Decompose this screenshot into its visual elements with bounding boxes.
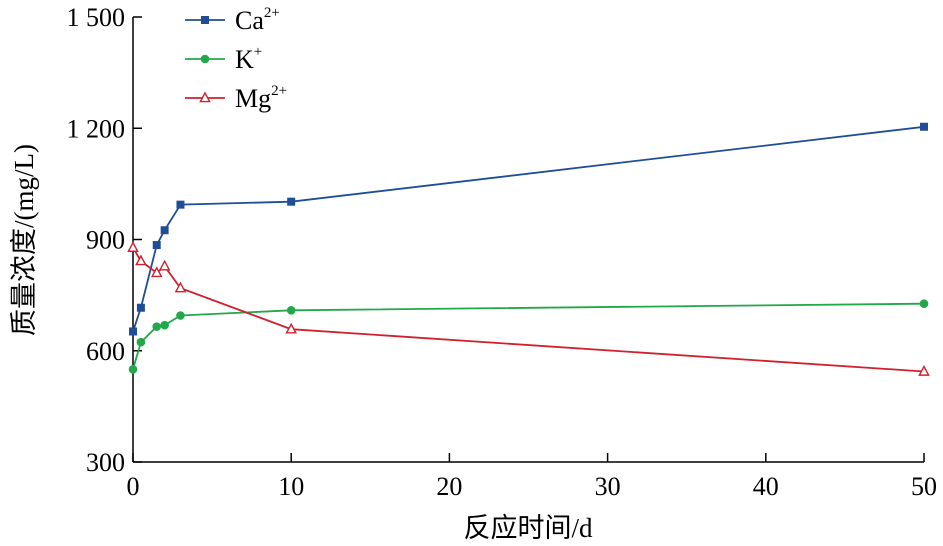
x-tick-label: 40 bbox=[753, 472, 779, 501]
x-tick-label: 50 bbox=[911, 472, 937, 501]
legend: Ca2+ K+ Mg2+ bbox=[185, 5, 287, 113]
y-tick-label: 1 200 bbox=[67, 114, 126, 143]
x-tick-label: 0 bbox=[127, 472, 140, 501]
data-point-ca bbox=[160, 226, 169, 235]
data-point-ca bbox=[152, 241, 161, 250]
legend-marker-ca bbox=[201, 16, 209, 24]
y-axis-label: 质量浓度/(mg/L) bbox=[9, 144, 39, 336]
legend-item-ca: Ca2+ bbox=[185, 5, 280, 35]
data-point-k bbox=[286, 306, 296, 315]
y-tick-label: 600 bbox=[86, 337, 125, 366]
legend-label: Mg2+ bbox=[235, 83, 287, 113]
data-point-k bbox=[128, 364, 138, 374]
series-layer bbox=[127, 122, 930, 376]
data-point-k bbox=[160, 320, 169, 330]
data-point-ca bbox=[129, 327, 137, 336]
legend-superscript: 2+ bbox=[271, 83, 287, 99]
data-point-ca bbox=[136, 303, 145, 312]
data-point-mg bbox=[285, 322, 297, 334]
legend-label: Ca2+ bbox=[235, 5, 280, 35]
series-line-mg bbox=[132, 247, 925, 373]
x-tick-label: 30 bbox=[595, 472, 621, 501]
series-k bbox=[128, 299, 929, 374]
data-point-ca bbox=[920, 122, 928, 131]
x-ticks: 0 10 20 30 40 50 bbox=[127, 453, 937, 501]
x-axis-label: 反应时间/d bbox=[463, 513, 593, 543]
x-tick-label: 10 bbox=[278, 472, 304, 501]
series-line-k bbox=[132, 302, 925, 370]
axes: 300 600 900 1 200 1 500 0 10 20 30 40 50 bbox=[67, 3, 938, 501]
series-mg bbox=[127, 241, 930, 376]
data-point-mg bbox=[135, 254, 147, 266]
data-point-mg bbox=[127, 241, 139, 252]
x-tick-label: 20 bbox=[436, 472, 462, 501]
series-ca bbox=[129, 122, 928, 336]
data-point-k bbox=[919, 299, 929, 308]
y-tick-label: 300 bbox=[86, 448, 125, 477]
data-point-ca bbox=[176, 200, 185, 209]
data-point-k bbox=[176, 311, 185, 320]
legend-superscript: + bbox=[254, 44, 262, 60]
data-point-mg bbox=[174, 281, 187, 293]
y-tick-label: 900 bbox=[86, 226, 125, 255]
legend-label: K+ bbox=[235, 44, 262, 74]
series-line-ca bbox=[132, 125, 925, 332]
data-point-mg bbox=[158, 259, 171, 271]
data-point-k bbox=[152, 322, 162, 331]
legend-item-k: K+ bbox=[185, 44, 262, 74]
data-point-mg bbox=[150, 266, 163, 278]
legend-marker-k bbox=[200, 54, 210, 64]
data-point-mg bbox=[918, 365, 930, 376]
data-point-ca bbox=[287, 197, 296, 206]
y-ticks: 300 600 900 1 200 1 500 bbox=[67, 3, 142, 477]
legend-superscript: 2+ bbox=[264, 5, 280, 21]
legend-marker-mg bbox=[199, 91, 211, 103]
y-tick-label: 1 500 bbox=[67, 3, 126, 32]
data-point-k bbox=[136, 337, 146, 347]
legend-item-mg: Mg2+ bbox=[185, 83, 287, 113]
